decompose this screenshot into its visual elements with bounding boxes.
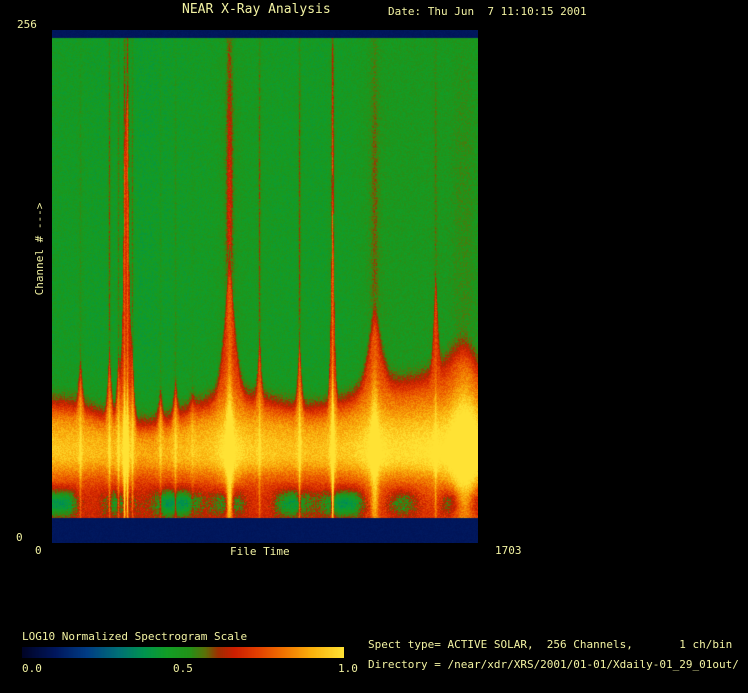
- y-tick-top: 256: [17, 18, 37, 31]
- colorbar-tick-mid: 0.5: [173, 662, 193, 675]
- y-axis-label: Channel # --->: [33, 202, 46, 296]
- page-title: NEAR X-Ray Analysis: [182, 2, 331, 17]
- date-label: Date: Thu Jun 7 11:10:15 2001: [388, 5, 587, 18]
- x-tick-left: 0: [35, 544, 42, 557]
- colorbar-tick-0: 0.0: [22, 662, 42, 675]
- directory-line: Directory = /near/xdr/XRS/2001/01-01/Xda…: [368, 658, 739, 671]
- spectrogram-heatmap: [52, 30, 478, 543]
- colorbar-tick-1: 1.0: [338, 662, 358, 675]
- spect-type-line: Spect type= ACTIVE SOLAR, 256 Channels, …: [368, 638, 733, 651]
- colorbar-label: LOG10 Normalized Spectrogram Scale: [22, 630, 248, 643]
- x-tick-right: 1703: [495, 544, 522, 557]
- y-tick-bottom: 0: [16, 531, 23, 544]
- colorbar-gradient: [22, 647, 344, 658]
- x-axis-label: File Time: [230, 545, 290, 558]
